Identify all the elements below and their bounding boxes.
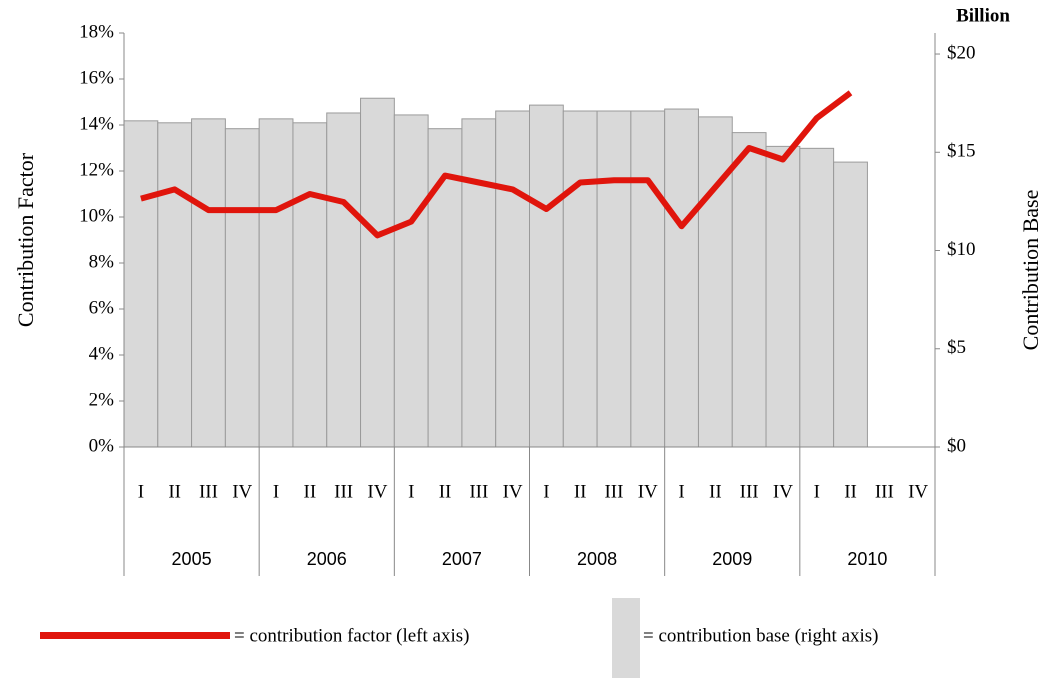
- bar: [292, 122, 328, 448]
- x-tick-label: IV: [908, 481, 928, 502]
- bar: [427, 128, 463, 448]
- y2-axis-title: Contribution Base: [1018, 190, 1043, 351]
- y2-tick-label: $5: [947, 337, 966, 358]
- y-axis-title: Contribution Factor: [13, 152, 38, 327]
- y-tick-label: 0%: [89, 435, 115, 456]
- bar: [157, 122, 193, 448]
- bar: [224, 128, 260, 448]
- x-tick-label: I: [138, 481, 144, 502]
- legend-swatch: [40, 632, 230, 639]
- y2-tick-label: $0: [947, 435, 966, 456]
- bar: [461, 118, 497, 448]
- x-tick-label: IV: [773, 481, 793, 502]
- y-tick-label: 2%: [89, 389, 115, 410]
- x-tick-label: II: [168, 481, 181, 502]
- x-tick-label: II: [574, 481, 587, 502]
- y2-tick-label: $20: [947, 42, 976, 63]
- y2-tick-label: $15: [947, 141, 976, 162]
- bar: [630, 110, 666, 448]
- x-tick-label: I: [678, 481, 684, 502]
- y2-tick-label: $10: [947, 239, 976, 260]
- y-tick-label: 10%: [79, 205, 114, 226]
- x-tick-label: IV: [638, 481, 658, 502]
- x-tick-label: III: [604, 481, 623, 502]
- y-tick-label: 8%: [89, 251, 115, 272]
- legend-label: = contribution factor (left axis): [234, 625, 469, 646]
- x-tick-label: I: [814, 481, 820, 502]
- x-tick-label: I: [273, 481, 279, 502]
- bar: [765, 145, 801, 448]
- bar: [562, 110, 598, 448]
- y-tick-label: 4%: [89, 343, 115, 364]
- x-tick-label: III: [334, 481, 353, 502]
- x-group-label: 2006: [307, 549, 347, 569]
- bar: [799, 147, 835, 448]
- bar: [697, 116, 733, 448]
- bar: [360, 97, 395, 448]
- x-tick-label: IV: [367, 481, 387, 502]
- x-tick-label: II: [304, 481, 317, 502]
- x-tick-label: III: [875, 481, 894, 502]
- legend-swatch: [612, 598, 640, 678]
- x-tick-label: III: [740, 481, 759, 502]
- x-group-label: 2010: [847, 549, 887, 569]
- x-group-label: 2005: [172, 549, 212, 569]
- y-tick-label: 18%: [79, 21, 114, 42]
- x-tick-label: II: [439, 481, 452, 502]
- y-tick-label: 6%: [89, 297, 115, 318]
- bar: [495, 110, 531, 448]
- bar: [833, 161, 868, 448]
- line: [140, 90, 853, 239]
- y2-unit: Billion: [956, 5, 1010, 26]
- x-tick-label: II: [709, 481, 722, 502]
- bar: [393, 114, 429, 448]
- x-group-label: 2007: [442, 549, 482, 569]
- x-tick-label: I: [408, 481, 414, 502]
- bar: [191, 118, 226, 448]
- x-tick-label: I: [543, 481, 549, 502]
- bar: [326, 112, 362, 448]
- x-tick-label: II: [844, 481, 857, 502]
- bar: [529, 104, 564, 448]
- bar: [258, 118, 294, 448]
- x-group-label: 2008: [577, 549, 617, 569]
- x-tick-label: III: [469, 481, 488, 502]
- bar: [731, 132, 767, 448]
- legend-label: = contribution base (right axis): [643, 625, 879, 646]
- x-tick-label: III: [199, 481, 218, 502]
- y-tick-label: 16%: [79, 67, 114, 88]
- bar: [664, 108, 699, 448]
- x-tick-label: IV: [232, 481, 252, 502]
- x-tick-label: IV: [503, 481, 523, 502]
- y-tick-label: 14%: [79, 113, 114, 134]
- y-tick-label: 12%: [79, 159, 114, 180]
- bar: [596, 110, 632, 448]
- bar: [123, 120, 159, 448]
- x-group-label: 2009: [712, 549, 752, 569]
